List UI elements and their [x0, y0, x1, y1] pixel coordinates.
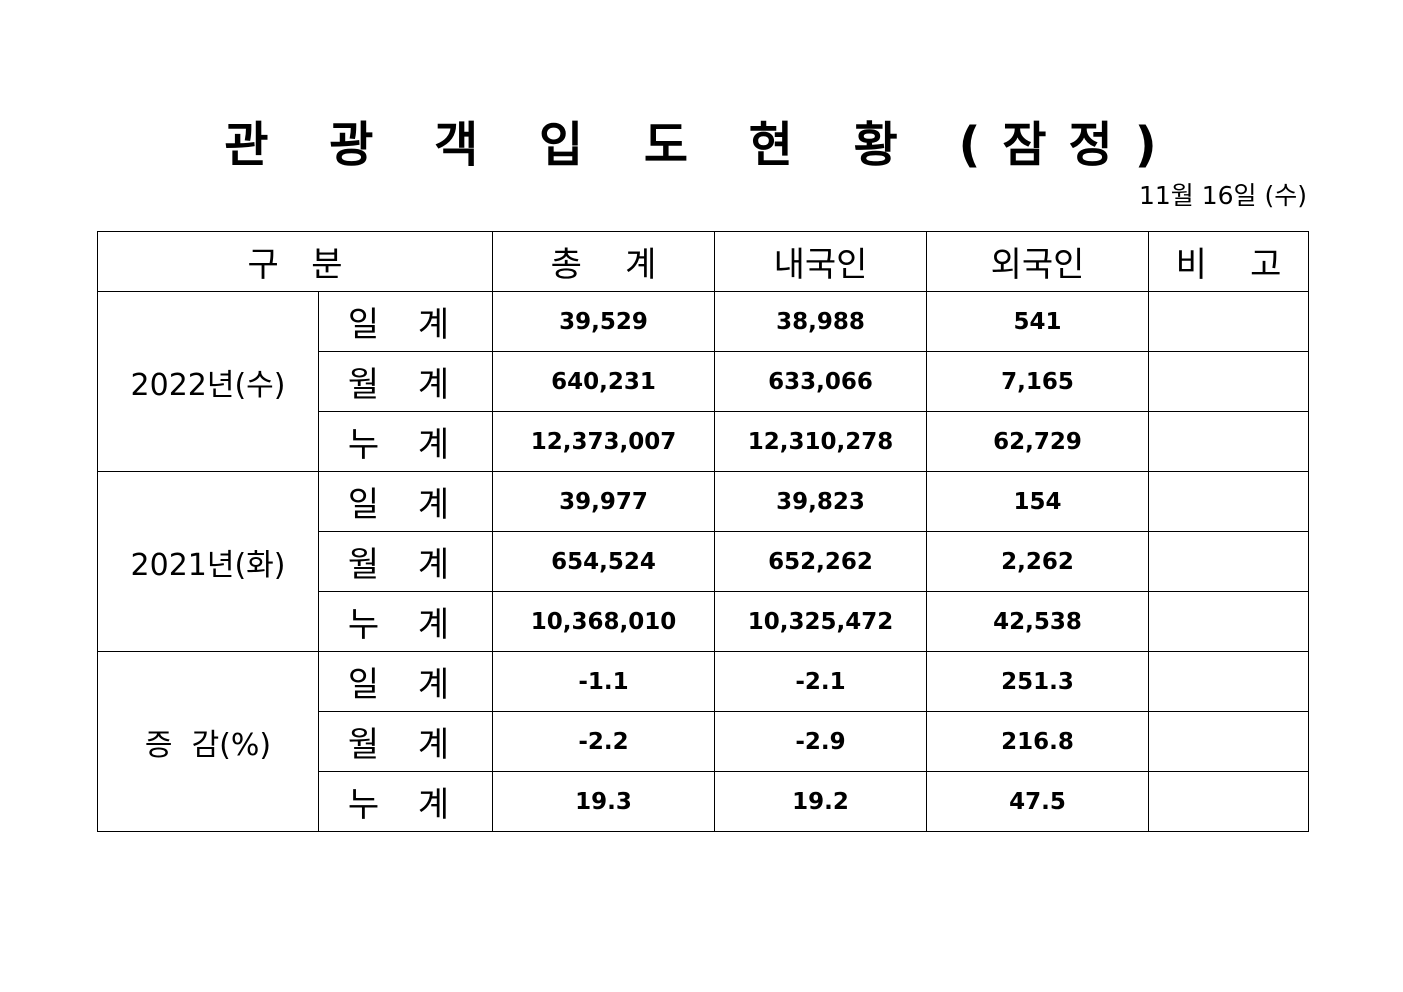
period-label: 일 계: [318, 651, 493, 712]
domestic-cell: 12,310,278: [714, 411, 927, 472]
total-cell: 19.3: [492, 771, 715, 832]
table-row: 월 계 -2.2 -2.9 216.8: [98, 711, 1309, 772]
foreign-cell: 216.8: [926, 711, 1149, 772]
header-category: 구 분: [97, 231, 493, 292]
foreign-cell: 47.5: [926, 771, 1149, 832]
note-cell: [1148, 471, 1309, 532]
header-total: 총 계: [492, 231, 715, 292]
domestic-cell: 652,262: [714, 531, 927, 592]
total-cell: 654,524: [492, 531, 715, 592]
note-cell: [1148, 411, 1309, 472]
period-label: 일 계: [318, 291, 493, 352]
foreign-cell: 154: [926, 471, 1149, 532]
domestic-cell: 39,823: [714, 471, 927, 532]
header-row: 구 분 총 계 내국인 외국인 비 고: [97, 231, 1309, 292]
note-cell: [1148, 771, 1309, 832]
total-cell: -2.2: [492, 711, 715, 772]
note-cell: [1148, 711, 1309, 772]
domestic-cell: 10,325,472: [714, 591, 927, 652]
period-label: 누 계: [318, 771, 493, 832]
period-label: 월 계: [318, 351, 493, 412]
total-cell: 10,368,010: [492, 591, 715, 652]
total-cell: 39,529: [492, 291, 715, 352]
header-foreign: 외국인: [926, 231, 1149, 292]
table-row: 월 계 654,524 652,262 2,262: [98, 531, 1309, 592]
total-cell: 39,977: [492, 471, 715, 532]
total-cell: 12,373,007: [492, 411, 715, 472]
domestic-cell: 633,066: [714, 351, 927, 412]
period-label: 누 계: [318, 411, 493, 472]
foreign-cell: 7,165: [926, 351, 1149, 412]
group-label: 2022년(수): [97, 291, 319, 472]
note-cell: [1148, 291, 1309, 352]
domestic-cell: -2.1: [714, 651, 927, 712]
note-cell: [1148, 651, 1309, 712]
foreign-cell: 2,262: [926, 531, 1149, 592]
foreign-cell: 251.3: [926, 651, 1149, 712]
group-label: 2021년(화): [97, 471, 319, 652]
domestic-cell: 38,988: [714, 291, 927, 352]
total-cell: 640,231: [492, 351, 715, 412]
table-row: 2022년(수) 일 계 39,529 38,988 541: [97, 291, 1309, 472]
table-row: 누 계 19.3 19.2 47.5: [98, 771, 1309, 832]
report-date: 11월 16일 (수): [1138, 181, 1307, 210]
note-cell: [1148, 531, 1309, 592]
domestic-cell: -2.9: [714, 711, 927, 772]
tourist-arrivals-table: 구 분 총 계 내국인 외국인 비 고 2022년(수) 일 계 39,529 38,…: [97, 231, 1309, 832]
header-domestic: 내국인: [714, 231, 927, 292]
period-label: 일 계: [318, 471, 493, 532]
note-cell: [1148, 351, 1309, 412]
foreign-cell: 541: [926, 291, 1149, 352]
header-note: 비 고: [1148, 231, 1309, 292]
domestic-cell: 19.2: [714, 771, 927, 832]
period-label: 월 계: [318, 531, 493, 592]
table-row: 증 감(%) 일 계 -1.1 -2.1 251.3: [97, 651, 1309, 832]
table-row: 누 계 12,373,007 12,310,278 62,729: [98, 411, 1309, 472]
note-cell: [1148, 591, 1309, 652]
period-label: 월 계: [318, 711, 493, 772]
group-label: 증 감(%): [97, 651, 319, 832]
foreign-cell: 42,538: [926, 591, 1149, 652]
document-title: 관 광 객 입 도 현 황 (잠정): [224, 117, 1179, 173]
foreign-cell: 62,729: [926, 411, 1149, 472]
table-row: 2021년(화) 일 계 39,977 39,823 154: [97, 471, 1309, 652]
total-cell: -1.1: [492, 651, 715, 712]
table-row: 누 계 10,368,010 10,325,472 42,538: [98, 591, 1309, 652]
period-label: 누 계: [318, 591, 493, 652]
